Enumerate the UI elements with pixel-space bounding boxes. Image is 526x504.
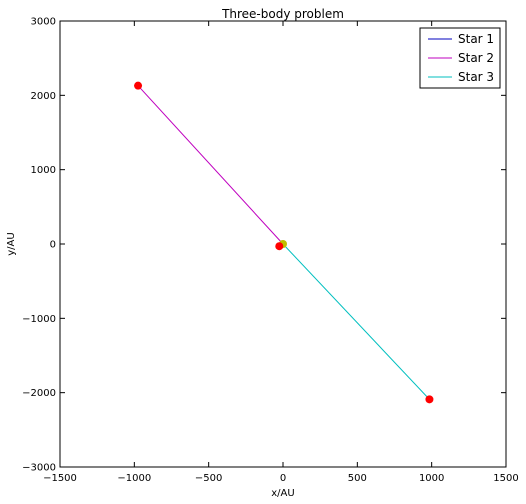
x-tick-label: −500: [195, 473, 222, 484]
star-3-end-marker: [425, 395, 434, 404]
y-tick-label: −2000: [22, 388, 56, 399]
series-line-star-3: [282, 243, 430, 400]
series-line-star-2: [137, 85, 284, 245]
star-1-end-marker: [275, 242, 284, 251]
star-2-end-marker: [134, 81, 143, 90]
legend-label-star-3: Star 3: [458, 70, 494, 84]
y-tick-label: 1000: [31, 165, 56, 176]
legend-label-star-2: Star 2: [458, 51, 494, 65]
legend-label-star-1: Star 1: [458, 32, 494, 46]
legend-box: [419, 27, 501, 89]
x-axis-label: x/AU: [271, 488, 294, 499]
y-tick-label: 3000: [31, 17, 56, 28]
plot-area: −1500 −1000 −500 0 500 1000 1500 −3000 −2000 −100…: [22, 17, 519, 485]
chart-title: Three-body problem: [221, 7, 344, 21]
y-tick-label: −1000: [22, 314, 56, 325]
x-tick-label: −1500: [43, 473, 77, 484]
x-tick-label: 1000: [419, 473, 444, 484]
x-tick-label: −1000: [117, 473, 151, 484]
legend: Star 1 Star 2 Star 3: [419, 27, 501, 89]
x-tick-label: 0: [280, 473, 286, 484]
x-tick-label: 1500: [493, 473, 518, 484]
y-tick-label: 0: [50, 240, 56, 251]
x-tick-label: 500: [348, 473, 367, 484]
y-tick-label: 2000: [31, 91, 56, 102]
y-axis-label: y/AU: [6, 232, 17, 255]
y-tick-label: −3000: [22, 463, 56, 474]
